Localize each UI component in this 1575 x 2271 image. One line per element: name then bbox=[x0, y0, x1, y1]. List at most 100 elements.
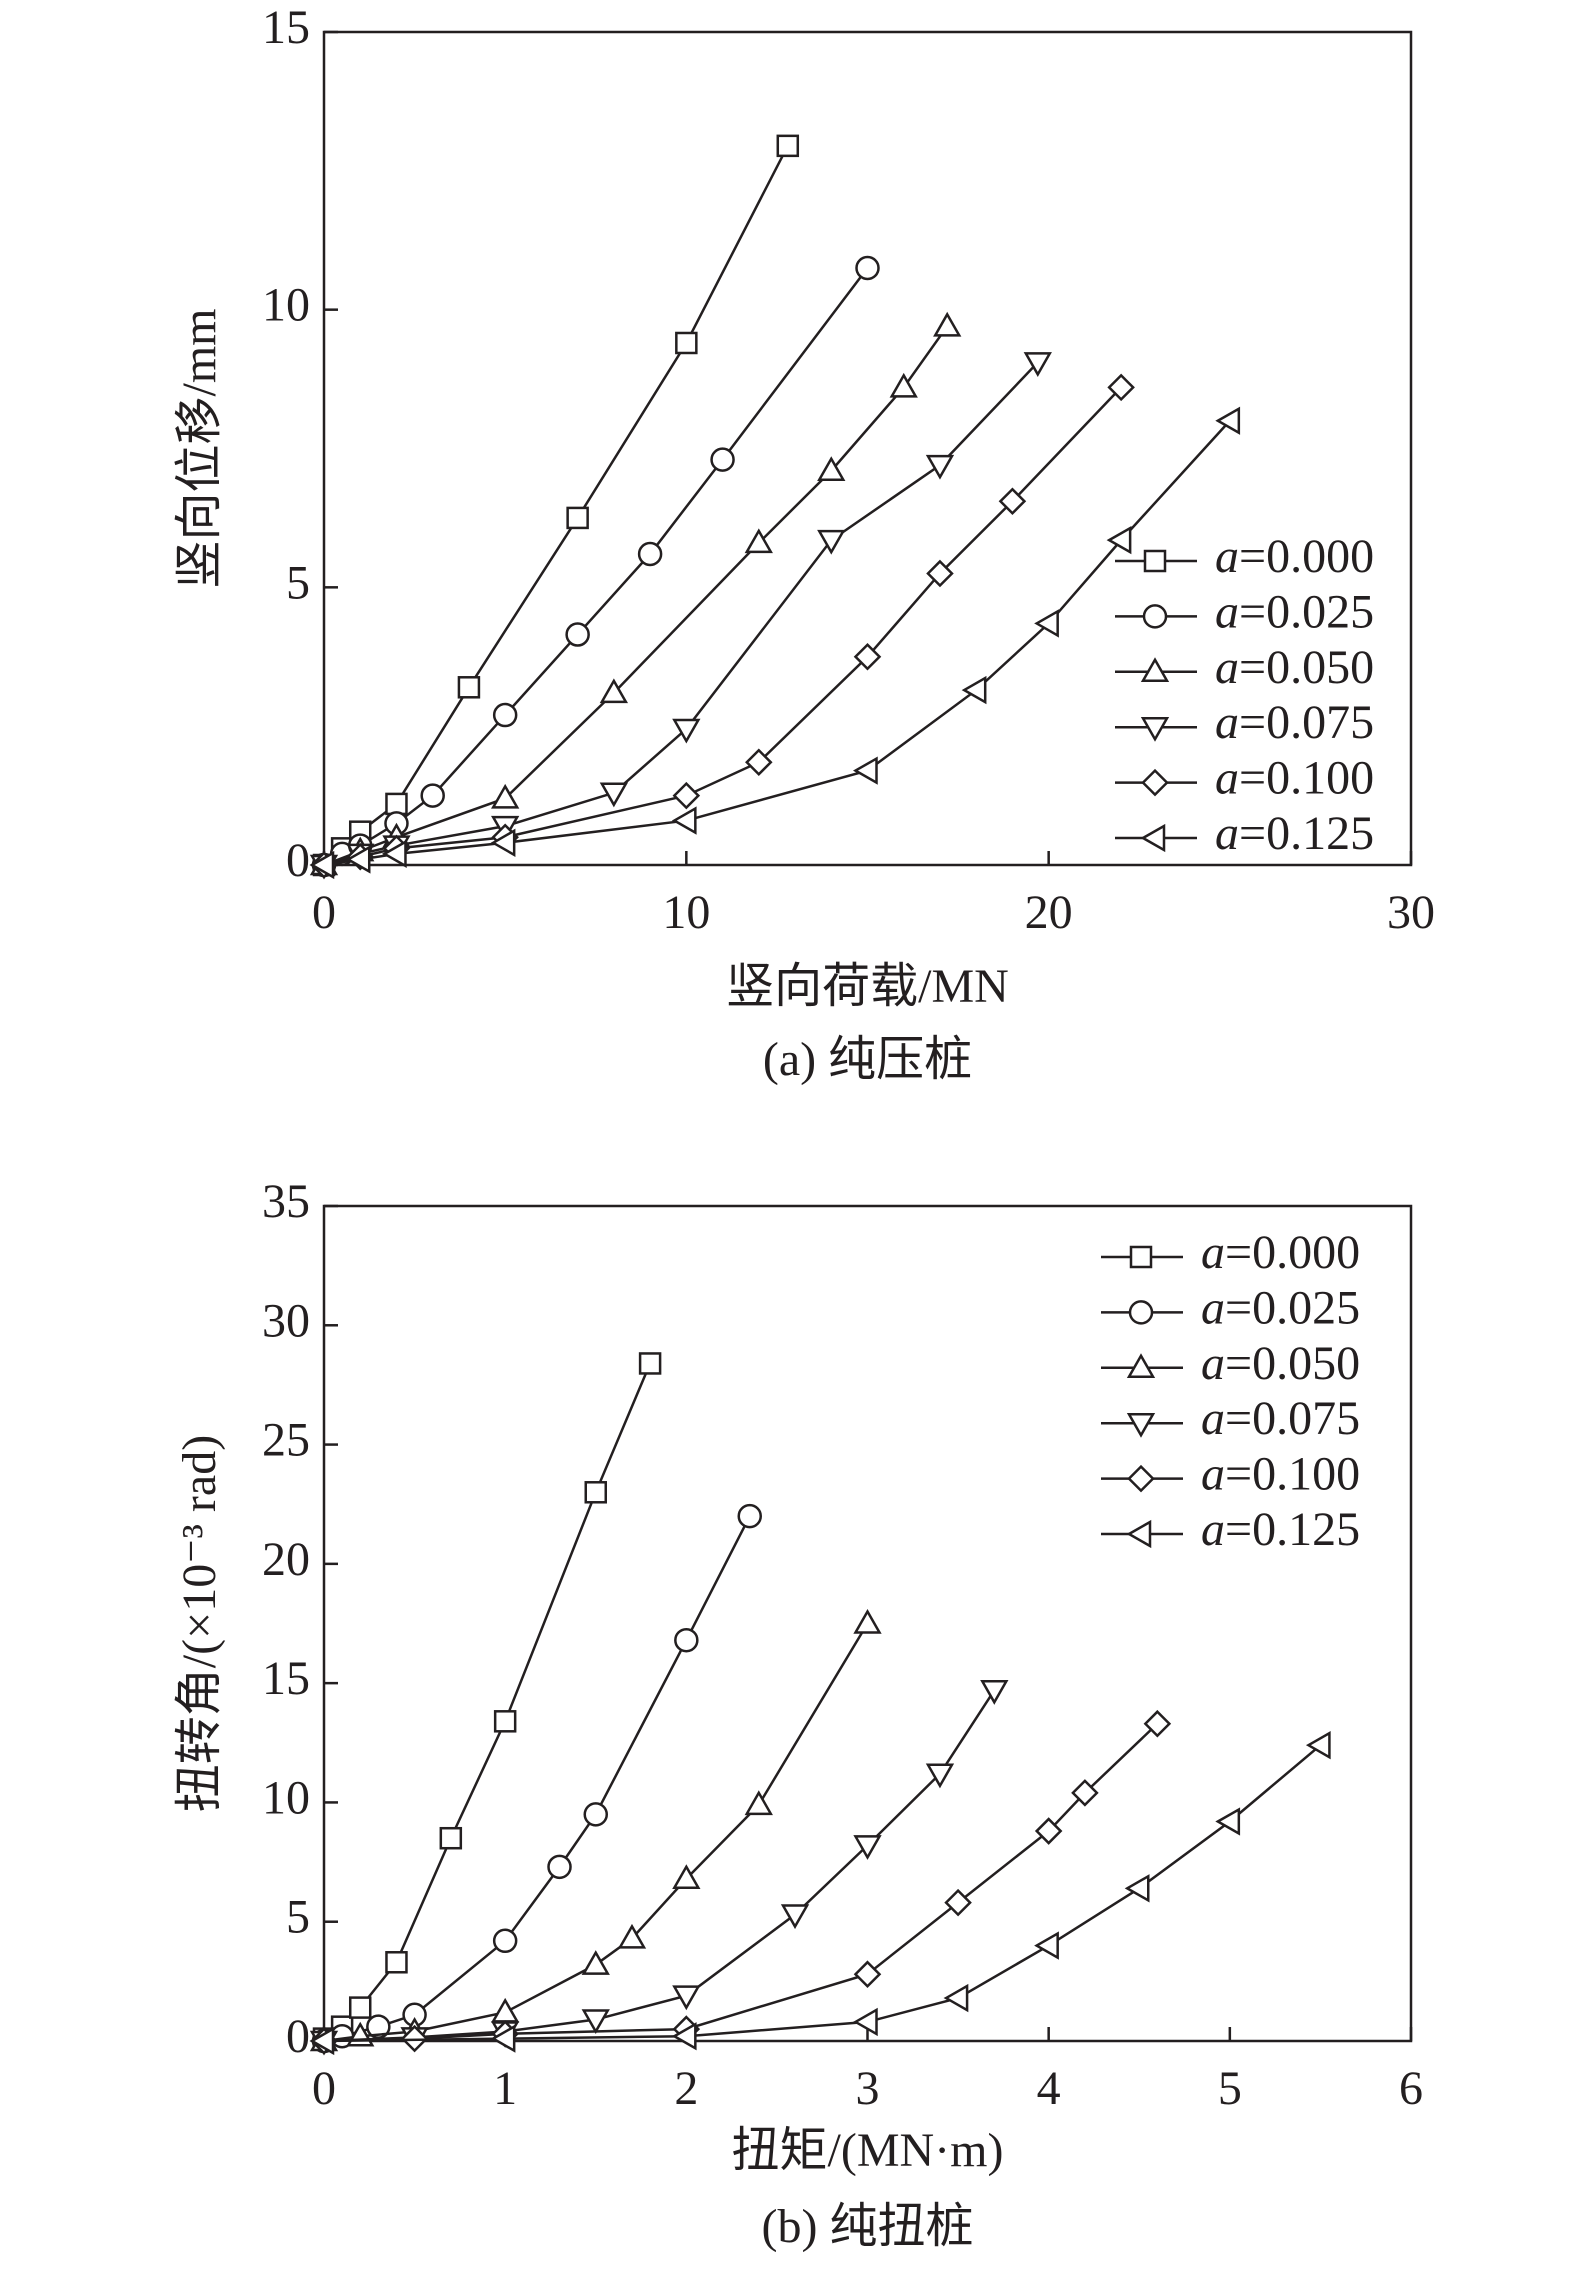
y-tick-label: 5 bbox=[286, 1891, 310, 1944]
marker bbox=[638, 1352, 662, 1375]
marker bbox=[381, 839, 407, 869]
marker bbox=[855, 255, 880, 281]
marker bbox=[672, 718, 701, 744]
legend-marker bbox=[1141, 768, 1169, 797]
marker bbox=[943, 1983, 969, 2013]
marker bbox=[980, 1680, 1009, 1705]
y-tick-label: 0 bbox=[286, 834, 310, 887]
marker bbox=[961, 675, 987, 705]
y-tick-label: 15 bbox=[262, 1652, 310, 1705]
series-line bbox=[323, 145, 789, 866]
y-tick-label: 15 bbox=[262, 1, 310, 54]
legend-marker bbox=[1143, 549, 1167, 573]
series-line bbox=[323, 325, 949, 867]
marker bbox=[348, 1996, 372, 2019]
x-axis-label: 扭矩/(MN·m) bbox=[732, 2124, 1004, 2177]
y-tick-label: 25 bbox=[262, 1414, 310, 1467]
x-tick-label: 0 bbox=[312, 2062, 336, 2115]
y-tick-label: 10 bbox=[262, 1771, 310, 1824]
marker bbox=[671, 806, 697, 835]
marker bbox=[853, 642, 882, 671]
legend-label: a=0.125 bbox=[1215, 807, 1374, 860]
series-line bbox=[323, 386, 1123, 867]
marker bbox=[490, 2024, 516, 2053]
x-tick-label: 3 bbox=[856, 2062, 880, 2115]
x-tick-label: 2 bbox=[674, 2062, 698, 2115]
marker bbox=[565, 622, 590, 647]
marker bbox=[385, 792, 408, 816]
marker bbox=[566, 506, 589, 530]
legend-label: a=0.075 bbox=[1215, 696, 1374, 749]
marker bbox=[925, 1763, 955, 1789]
series-line bbox=[323, 1622, 869, 2043]
marker bbox=[671, 2022, 697, 2051]
marker bbox=[925, 454, 955, 480]
legend-label: a=0.025 bbox=[1215, 585, 1374, 638]
series-line bbox=[323, 1362, 652, 2040]
marker bbox=[1034, 609, 1059, 638]
marker bbox=[1071, 1779, 1099, 1807]
marker bbox=[599, 782, 629, 808]
y-tick-label: 5 bbox=[286, 556, 310, 609]
legend-label: a=0.000 bbox=[1215, 530, 1374, 583]
marker bbox=[1305, 1731, 1331, 1760]
marker bbox=[944, 1888, 972, 1917]
series-line bbox=[323, 1689, 996, 2043]
legend-label: a=0.075 bbox=[1201, 1392, 1360, 1445]
marker bbox=[309, 850, 335, 880]
marker bbox=[491, 783, 520, 809]
legend-marker bbox=[1140, 657, 1170, 683]
x-tick-label: 4 bbox=[1037, 2062, 1061, 2115]
x-tick-label: 30 bbox=[1387, 886, 1435, 939]
x-tick-label: 20 bbox=[1025, 886, 1073, 939]
marker bbox=[309, 2026, 335, 2056]
x-axis-label: 竖向荷载/MN bbox=[726, 960, 1009, 1013]
marker bbox=[457, 676, 481, 699]
marker bbox=[584, 1481, 607, 1504]
series-line bbox=[323, 1722, 1159, 2043]
y-tick-label: 30 bbox=[262, 1294, 310, 1347]
y-axis-label: 竖向位移/mm bbox=[173, 308, 226, 588]
y-axis-label: 扭转角/(×10⁻³ rad) bbox=[173, 1435, 226, 1812]
marker bbox=[547, 1854, 572, 1880]
series-line bbox=[323, 267, 869, 867]
marker bbox=[1215, 1807, 1241, 1836]
marker bbox=[1106, 525, 1132, 555]
marker bbox=[817, 529, 846, 555]
marker bbox=[744, 1790, 773, 1816]
marker bbox=[492, 1928, 518, 1954]
marker bbox=[420, 783, 445, 808]
y-tick-label: 20 bbox=[262, 1533, 310, 1586]
marker bbox=[493, 1710, 517, 1733]
marker bbox=[744, 528, 773, 554]
legend-label: a=0.050 bbox=[1201, 1337, 1360, 1390]
marker bbox=[889, 372, 918, 398]
marker bbox=[853, 1608, 882, 1634]
legend-marker bbox=[1140, 716, 1170, 742]
marker bbox=[490, 828, 516, 857]
marker bbox=[817, 456, 846, 481]
x-tick-label: 6 bbox=[1399, 2062, 1423, 2115]
legend-label: a=0.100 bbox=[1201, 1448, 1360, 1501]
x-tick-label: 0 bbox=[312, 886, 336, 939]
legend-label: a=0.100 bbox=[1215, 752, 1374, 805]
x-tick-label: 10 bbox=[662, 886, 710, 939]
marker bbox=[491, 1997, 520, 2023]
marker bbox=[852, 756, 878, 785]
marker bbox=[439, 1826, 463, 1850]
marker bbox=[1107, 373, 1135, 402]
marker bbox=[745, 748, 773, 777]
marker bbox=[1215, 406, 1241, 435]
marker bbox=[998, 487, 1027, 516]
marker bbox=[637, 541, 663, 567]
legend-marker bbox=[1129, 1245, 1153, 1269]
marker bbox=[1124, 1874, 1150, 1903]
marker bbox=[672, 1864, 701, 1890]
marker bbox=[617, 1923, 647, 1949]
legend-marker bbox=[1126, 1353, 1156, 1379]
legend-marker bbox=[1126, 1412, 1156, 1438]
caption: (a) 纯压桩 bbox=[763, 1033, 972, 1086]
legend-marker bbox=[1142, 604, 1168, 629]
marker bbox=[1034, 1817, 1063, 1845]
